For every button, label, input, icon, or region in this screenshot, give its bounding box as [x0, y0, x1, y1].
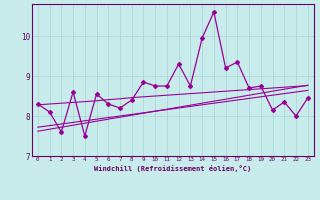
X-axis label: Windchill (Refroidissement éolien,°C): Windchill (Refroidissement éolien,°C) [94, 165, 252, 172]
